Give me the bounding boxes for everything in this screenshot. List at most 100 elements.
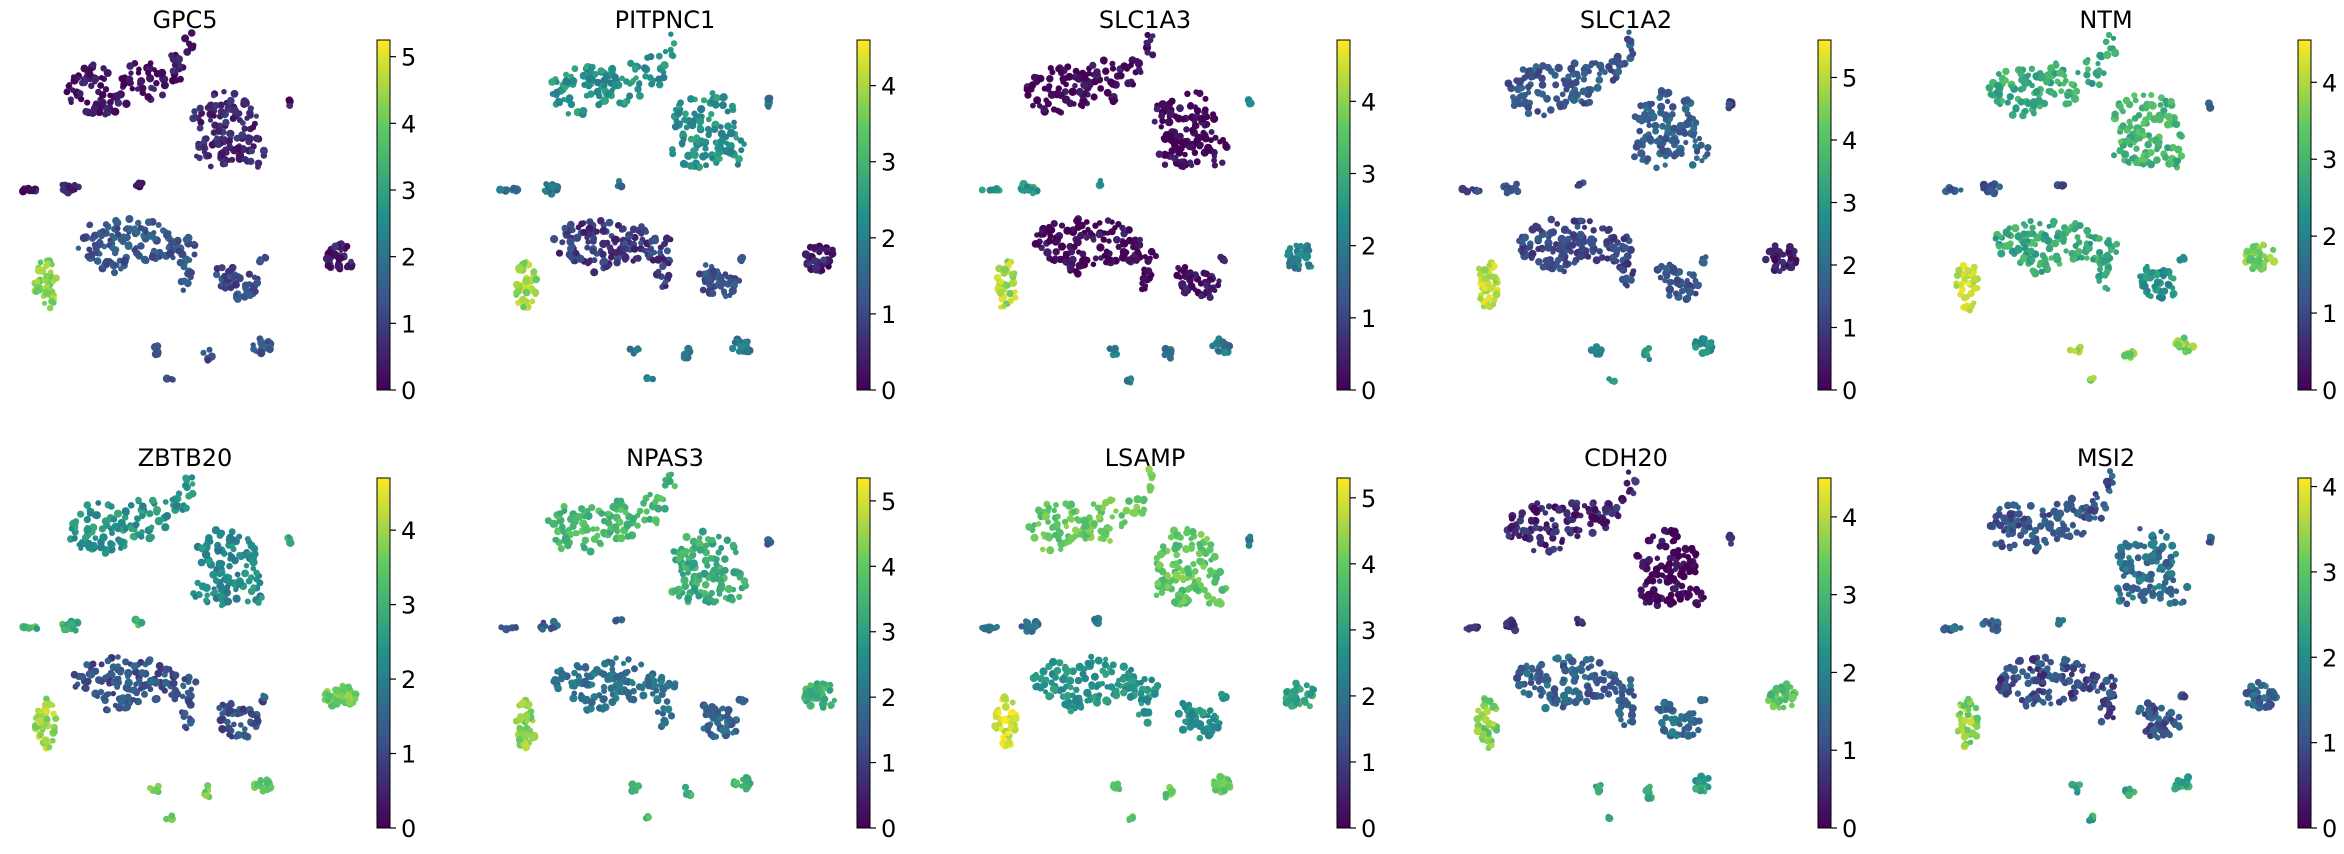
cell-point [92, 535, 99, 541]
cell-point [1669, 111, 1676, 118]
cluster-top-right [190, 526, 265, 609]
cell-point [348, 258, 354, 265]
cell-point [182, 504, 190, 512]
colorbar-tick-label: 2 [881, 225, 896, 253]
cell-point [724, 108, 731, 115]
cell-point [1008, 271, 1015, 278]
cell-point [1788, 264, 1796, 272]
cell-point [248, 574, 255, 581]
cell-point [127, 502, 135, 509]
cell-point [1075, 87, 1084, 96]
cell-point [659, 710, 666, 717]
cell-point [1176, 711, 1183, 717]
cell-point [1477, 271, 1483, 277]
cell-point [165, 245, 171, 251]
cell-point [196, 124, 204, 132]
cell-point [124, 668, 133, 678]
cell-point [28, 186, 37, 195]
cell-point [1662, 162, 1668, 168]
cell-point [116, 668, 124, 676]
cell-point [736, 593, 743, 600]
cell-point [1029, 186, 1035, 192]
cell-point [1563, 259, 1570, 266]
cell-point [732, 549, 739, 556]
cluster-tiny-left [19, 534, 295, 634]
cell-point [1052, 531, 1058, 538]
cell-point [801, 250, 810, 259]
cell-point [681, 783, 690, 791]
cell-point [1209, 342, 1216, 350]
cell-point [1060, 79, 1066, 85]
cell-point [1009, 280, 1016, 287]
cell-point [187, 43, 197, 52]
cell-point [680, 571, 687, 578]
cell-point [665, 271, 673, 280]
cell-point [997, 278, 1005, 285]
cell-point [34, 266, 43, 275]
cell-point [147, 60, 154, 67]
cell-point [151, 695, 160, 704]
cell-point [1179, 574, 1187, 582]
cell-point [1131, 236, 1140, 245]
cell-point [1086, 70, 1092, 77]
colorbar-tick-label: 0 [1361, 377, 1376, 405]
cell-point [120, 234, 129, 243]
cell-point [253, 279, 262, 287]
cell-point [49, 702, 56, 708]
cell-point [2176, 131, 2184, 139]
cell-point [764, 540, 772, 548]
cell-point [2004, 99, 2011, 106]
cell-point [522, 712, 531, 720]
cluster-mid-right [1173, 253, 1228, 301]
cell-point [249, 124, 257, 131]
cell-point [696, 572, 703, 579]
cell-point [1128, 666, 1135, 673]
cell-point [255, 599, 262, 606]
cell-point [1670, 124, 1678, 132]
cell-point [1063, 523, 1070, 530]
cell-point [1100, 236, 1107, 243]
cell-point [1202, 95, 1209, 102]
cell-point [2095, 81, 2103, 89]
cell-point [558, 670, 567, 679]
cell-point [1156, 561, 1164, 570]
cell-point [1953, 271, 1961, 280]
cell-point [1182, 151, 1188, 158]
cell-point [1130, 508, 1139, 518]
cell-point [587, 90, 595, 98]
cell-point [1284, 698, 1292, 705]
cell-point [1187, 269, 1194, 276]
cell-point [588, 698, 596, 707]
cell-point [1693, 155, 1700, 162]
cell-point [1292, 694, 1299, 700]
cell-point [1486, 262, 1492, 269]
cell-point [636, 507, 644, 515]
cell-point [1609, 76, 1617, 84]
cell-point [181, 709, 189, 718]
cell-point [626, 234, 632, 240]
cell-point [639, 691, 648, 700]
cell-point [1046, 75, 1054, 83]
cell-point [46, 304, 54, 312]
cell-point [1063, 226, 1072, 235]
cell-point [137, 242, 145, 250]
cell-point [1786, 243, 1794, 251]
cell-point [1054, 513, 1061, 520]
cell-point [615, 680, 624, 689]
cell-point [722, 594, 729, 601]
cell-point [1641, 114, 1650, 123]
cell-point [1297, 242, 1304, 250]
cell-point [614, 673, 622, 681]
cell-point [1692, 119, 1700, 127]
cell-point [138, 533, 145, 540]
cell-point [103, 691, 110, 698]
cell-point [1077, 704, 1085, 711]
cell-point [1061, 518, 1069, 525]
cell-point [501, 625, 508, 632]
cell-point [104, 707, 111, 714]
cell-point [1174, 552, 1181, 558]
cell-point [52, 714, 60, 723]
cell-point [1657, 108, 1665, 117]
cluster-mid-big [550, 655, 679, 731]
cell-point [1024, 91, 1032, 99]
